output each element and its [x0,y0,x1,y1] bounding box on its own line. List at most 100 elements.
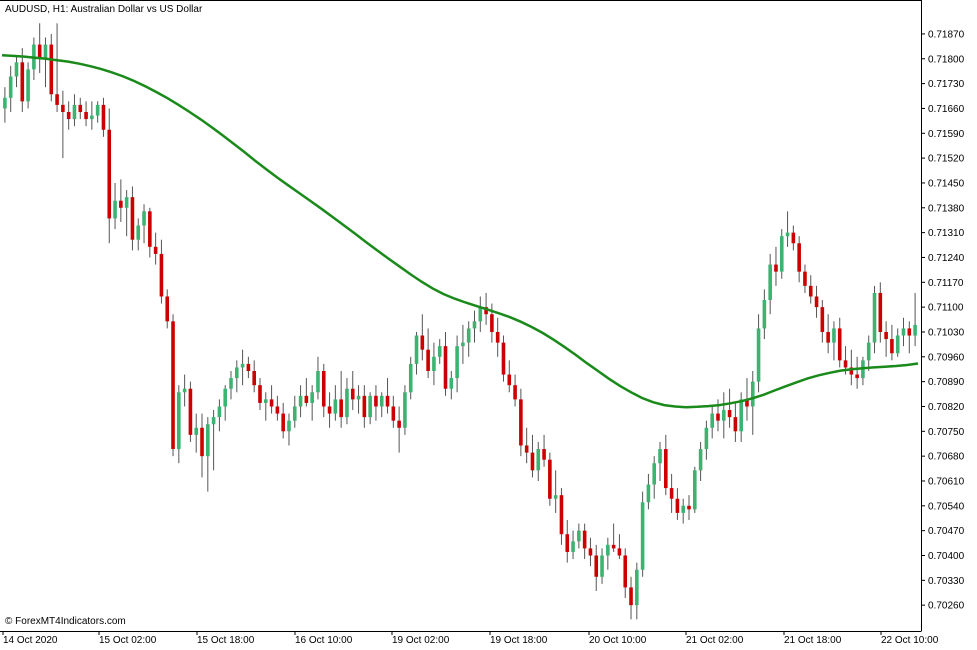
candle [606,537,610,570]
candle [304,378,309,407]
candle [194,413,199,453]
candle-body [727,410,732,418]
candle [524,427,529,464]
candle [594,544,599,591]
x-tick-label: 14 Oct 2020 [3,635,58,646]
candle-body [403,392,407,428]
candle-body [101,104,106,130]
candle [588,537,593,567]
candle [501,335,506,382]
candle-body [542,449,546,460]
candle-body [84,111,88,120]
candle-body [223,388,227,407]
candle [124,190,129,237]
candle [611,523,616,552]
candle [281,402,285,439]
candle-body [449,378,454,389]
candle-body [455,346,459,379]
candle-body [281,413,285,432]
candle [432,342,436,386]
candle-body [356,395,361,400]
candle-body [866,342,871,361]
candle-body [345,388,349,418]
candle [698,441,703,481]
candle-body [646,484,651,503]
candle-body [716,413,720,421]
candle [391,395,396,428]
candle [368,392,372,425]
candle [310,385,314,421]
candle [426,328,430,379]
candle [721,392,726,439]
candle [548,452,552,506]
candle-body [368,395,372,418]
candle [472,310,477,343]
candle [229,370,233,400]
candle-body [107,129,112,219]
candle-body [797,243,801,272]
candle [808,275,813,304]
candle-body [826,331,830,343]
candle [246,356,251,379]
y-tick-label: 0.70750 [928,427,965,438]
candle-body [536,449,541,471]
candle-body [269,399,274,407]
candle-body [304,395,309,403]
candle [136,218,141,251]
candle [803,264,807,293]
candle-body [791,232,796,244]
candle [171,314,175,457]
candle [345,378,349,425]
candle-body [559,495,564,535]
candle-body [750,381,755,407]
candle [750,370,755,435]
candle-body [188,388,193,435]
candle [733,402,738,442]
candle [895,328,900,357]
candle [292,395,297,428]
candle-body [779,236,784,272]
time-axis[interactable]: 14 Oct 2020 15 Oct 02:00 15 Oct 18:00 16 Oc… [2,631,939,646]
candle-body [148,211,152,247]
candle-body [130,197,135,240]
moving-average-line [1,53,919,409]
candle-body [333,399,338,414]
candle-body [675,498,680,513]
candle-body [258,385,262,403]
x-tick-label: 21 Oct 02:00 [686,635,744,646]
candle-body [432,356,436,371]
candle-body [211,417,216,425]
candle-body [95,104,100,116]
candle [403,385,407,435]
candle [571,530,575,560]
candle [408,356,413,400]
candle [461,324,465,364]
y-tick-label: 0.71660 [928,104,965,115]
candle [762,289,767,340]
candle [148,207,152,258]
candle [872,285,877,354]
candle [791,225,796,251]
candle [362,385,367,428]
candle [443,331,448,396]
candle-body [513,385,517,400]
candle-body [78,104,83,112]
price-axis[interactable]: 0.71870 0.71800 0.71730 0.71660 0.71590 0.715… [921,29,965,612]
candle-body [142,211,146,226]
candle-body [484,307,488,315]
candle-body [37,44,42,59]
x-tick-label: 19 Oct 18:00 [490,635,548,646]
candle [84,101,88,127]
candle-body [658,449,662,464]
candle [820,300,825,343]
candle [849,349,854,386]
candle-body [890,339,894,354]
candle-body [206,424,210,457]
candle-body [240,363,245,368]
candle-body [652,463,657,485]
candle-body [582,530,587,549]
candle-body [553,495,558,499]
candle [3,87,7,123]
